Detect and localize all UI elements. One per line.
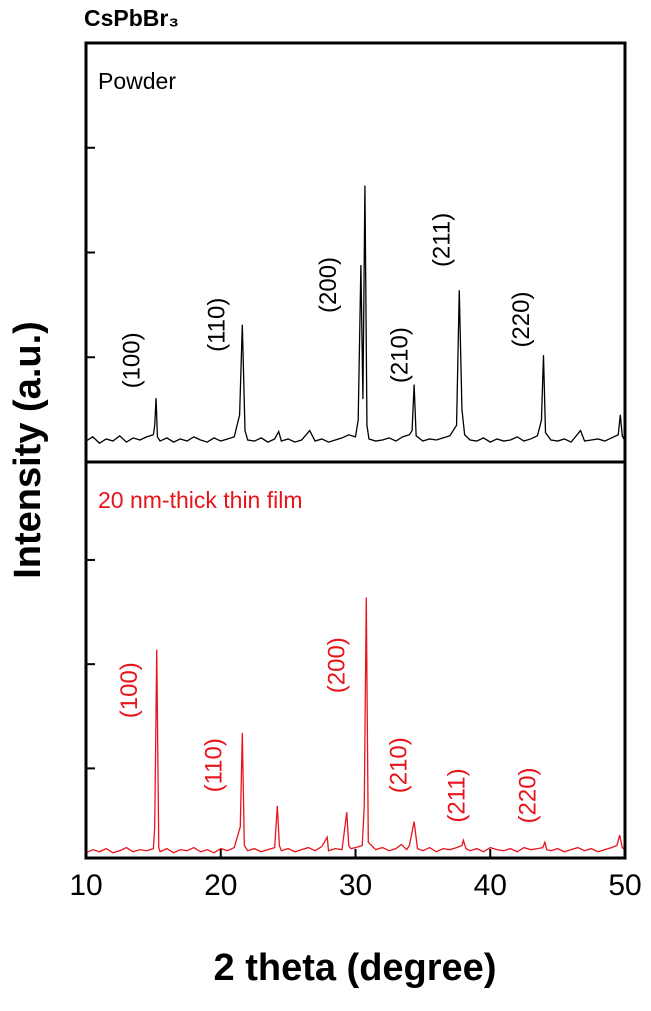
x-tick-label: 50 [608,869,641,902]
data-line [85,597,626,854]
peak-label: (211) [443,768,470,822]
data-line [85,185,626,444]
x-tick-label: 20 [204,869,237,902]
panel-label: Powder [98,68,176,94]
peak-label: (200) [315,257,342,313]
x-tick-label: 40 [474,869,507,902]
x-tick-label: 10 [69,869,102,902]
peak-label: (200) [323,637,350,693]
x-axis-label: 2 theta (degree) [214,947,497,989]
peak-label: (211) [428,213,455,267]
y-axis-label: Intensity (a.u.) [7,321,49,579]
panel-label: 20 nm-thick thin film [98,487,303,513]
peak-label: (220) [515,767,542,823]
peak-label: (110) [203,298,230,352]
peak-label: (100) [119,332,146,388]
peak-label: (220) [508,292,535,348]
chart-title: CsPbBr₃ [84,5,179,31]
peak-label: (100) [116,662,143,718]
peak-label: (210) [385,737,412,793]
plot-frame [84,460,627,860]
peak-label: (110) [201,738,228,792]
x-tick-label: 30 [339,869,372,902]
peak-label: (210) [387,327,414,383]
